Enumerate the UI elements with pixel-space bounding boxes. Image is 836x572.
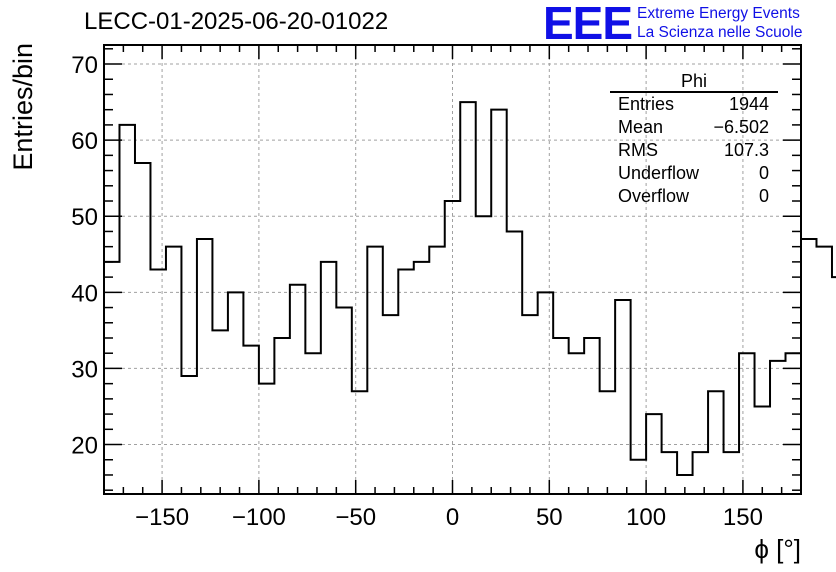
histogram-bin <box>522 315 537 494</box>
y-tick-label: 70 <box>71 52 98 79</box>
histogram-bin <box>693 452 708 494</box>
histogram-bin <box>786 353 801 494</box>
histogram-bin <box>259 384 274 494</box>
histogram-bin <box>801 239 816 494</box>
run-title: LECC-01-2025-06-20-01022 <box>84 8 389 35</box>
histogram-bin <box>383 315 398 494</box>
x-tick-label: −50 <box>335 504 376 531</box>
y-tick-label: 60 <box>71 128 98 155</box>
x-tick-label: −100 <box>232 504 286 531</box>
histogram-bin <box>290 285 305 494</box>
x-tick-label: 50 <box>536 504 563 531</box>
histogram-bin <box>553 338 568 494</box>
histogram-bin <box>816 247 831 494</box>
histogram-bin <box>212 330 227 494</box>
tick-labels: −150 −100 −50 0 50 100 150 20 30 40 50 60 70 <box>71 52 763 531</box>
histogram-bin <box>662 452 677 494</box>
histogram-bin <box>631 460 646 494</box>
histogram-bin <box>476 216 491 494</box>
stats-label: Entries <box>618 94 674 114</box>
x-tick-label: 150 <box>723 504 763 531</box>
histogram-bin <box>491 110 506 494</box>
stats-value: 107.3 <box>724 140 769 160</box>
histogram-bin <box>166 247 181 494</box>
stats-label: Underflow <box>618 163 700 183</box>
eee-logo: EEE <box>543 0 633 49</box>
histogram-bin <box>243 346 258 494</box>
x-axis-label: ϕ [°] <box>754 534 801 564</box>
histogram-bin <box>150 270 165 495</box>
histogram-bin <box>646 414 661 494</box>
histogram-bin <box>832 277 836 494</box>
histogram-bin <box>708 391 723 494</box>
x-tick-label: −150 <box>135 504 189 531</box>
histogram-bin <box>305 353 320 494</box>
histogram-bin <box>507 231 522 494</box>
histogram-bin <box>429 247 444 494</box>
logo-line-2: La Scienza nelle Scuole <box>637 24 803 41</box>
histogram-bin <box>181 376 196 494</box>
histogram-bin <box>615 300 630 494</box>
histogram-bin <box>739 353 754 494</box>
histogram-bin <box>135 163 150 494</box>
histogram-bin <box>569 353 584 494</box>
x-tick-label: 100 <box>626 504 666 531</box>
histogram-bin <box>228 292 243 494</box>
histogram-bin <box>197 239 212 494</box>
histogram-bin <box>274 338 289 494</box>
y-tick-label: 40 <box>71 280 98 307</box>
y-tick-label: 20 <box>71 433 98 460</box>
stats-value: −6.502 <box>713 117 769 137</box>
y-tick-label: 50 <box>71 204 98 231</box>
stats-value: 1944 <box>729 94 769 114</box>
stats-label: RMS <box>618 140 658 160</box>
histogram-bin <box>352 391 367 494</box>
histogram-bin <box>119 125 134 494</box>
logo-line-1: Extreme Energy Events <box>637 5 800 22</box>
histogram-bin <box>724 452 739 494</box>
histogram-bin <box>321 262 336 494</box>
grid <box>104 45 801 494</box>
histogram-bin <box>770 361 785 494</box>
logo-caption: Extreme Energy Events La Scienza nelle S… <box>637 4 802 42</box>
histogram-bin <box>445 201 460 494</box>
histogram-bin <box>336 308 351 494</box>
histogram-bin <box>414 262 429 494</box>
stats-title: Phi <box>681 71 707 91</box>
y-tick-label: 30 <box>71 356 98 383</box>
histogram-bin <box>398 270 413 495</box>
histogram-bin <box>367 247 382 494</box>
stats-label: Mean <box>618 117 663 137</box>
stats-value: 0 <box>759 186 769 206</box>
axis-ticks <box>103 45 802 494</box>
stats-value: 0 <box>759 163 769 183</box>
histogram-series <box>103 101 836 494</box>
y-axis-label: Entries/bin <box>8 43 38 171</box>
histogram-bin <box>600 391 615 494</box>
histogram-bin <box>538 292 553 494</box>
stats-box: Phi Entries 1944 Mean −6.502 RMS 107.3 Underflo… <box>610 71 778 206</box>
stats-label: Overflow <box>618 186 690 206</box>
histogram-bin <box>584 338 599 494</box>
x-tick-label: 0 <box>446 504 459 531</box>
histogram-bin <box>460 102 475 494</box>
histogram-bin <box>755 406 770 494</box>
